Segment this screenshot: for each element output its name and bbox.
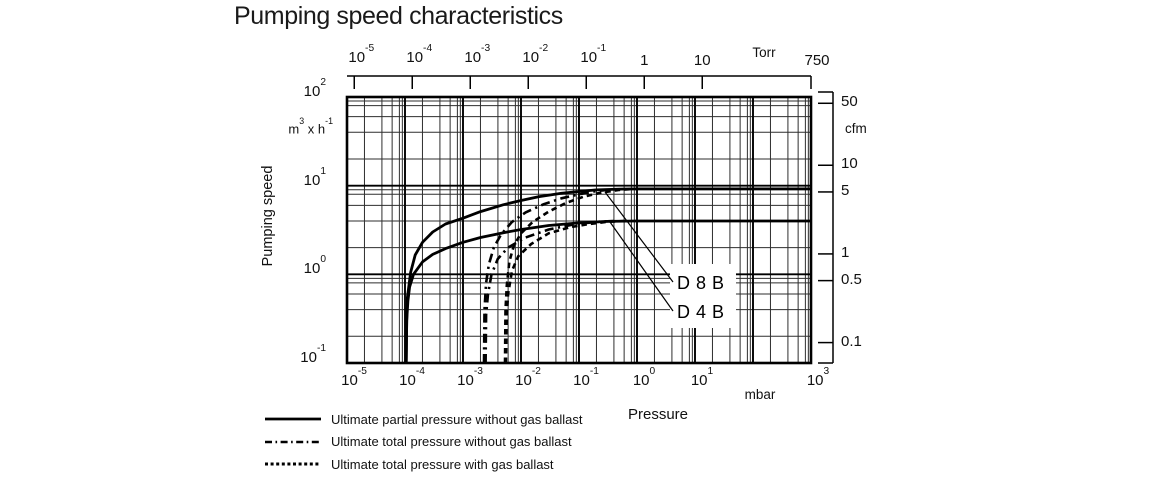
x-tick-label: 10-4 [399, 365, 425, 389]
legend-item-dashdot: Ultimate total pressure without gas ball… [264, 431, 582, 454]
curve-d8b-partial-no-ballast [404, 187, 811, 364]
d4b-label: D 4 B [677, 302, 725, 322]
chart-title: Pumping speed characteristics [234, 2, 563, 30]
torr-tick-label: 10-2 [522, 42, 549, 66]
cfm-tick-label: 50 [841, 93, 858, 111]
cfm-tick-label: 0.5 [841, 270, 862, 288]
x-tick-label: 10-1 [573, 365, 599, 389]
y-tick-label: 100 [303, 254, 326, 278]
plot-border [345, 95, 813, 365]
cfm-ruler [818, 91, 834, 364]
annotation-backdrop [670, 264, 736, 328]
x-axis-title: Pressure [628, 406, 689, 423]
torr-tick-label: 10-3 [464, 42, 491, 66]
x-tick-label: 101 [690, 365, 714, 389]
legend-item-solid: Ultimate partial pressure without gas ba… [264, 408, 582, 431]
torr-tick-label: 10 [693, 52, 711, 69]
x-tick-label: 10-5 [341, 365, 367, 389]
leader-line-d8b-label [604, 191, 674, 283]
x-tick-label: 10-3 [457, 365, 483, 389]
x-tick-label: 10-2 [515, 365, 541, 389]
torr-tick-label: 10-5 [348, 42, 375, 66]
dashed-line-icon [265, 462, 321, 466]
y-axis-title: Pumping speed [260, 165, 276, 267]
cfm-tick-label: 0.1 [841, 332, 862, 350]
legend-label: Ultimate total pressure with gas ballast [331, 456, 554, 472]
solid-line-icon [265, 417, 321, 421]
curve-d8b-total-with-ballast [503, 187, 632, 364]
curves [404, 187, 811, 364]
y-axis-unit: m3 x h-1 [288, 115, 333, 137]
curve-d4b-total-no-ballast [484, 219, 614, 364]
legend-label: Ultimate total pressure without gas ball… [331, 434, 572, 450]
torr-tick-label: 750 [804, 52, 830, 69]
curve-d4b-total-with-ballast [504, 219, 625, 364]
y-tick-label: 101 [303, 165, 326, 189]
legend-item-dashed: Ultimate total pressure with gas ballast [264, 453, 582, 476]
torr-tick-label: 1 [640, 52, 649, 69]
cfm-tick-label: 5 [841, 181, 850, 199]
d8b-label: D 8 B [677, 273, 725, 293]
cfm-tick-label: 1 [841, 243, 850, 261]
x-tick-label: 100 [632, 365, 656, 389]
y-axis-right-unit: cfm [845, 121, 867, 136]
x-axis-unit: mbar [744, 387, 776, 402]
torr-tick-label: 10-4 [406, 42, 433, 66]
cfm-tick-label: 10 [841, 155, 858, 173]
x-axis-top-unit: Torr [752, 45, 776, 60]
torr-ruler [347, 75, 812, 89]
leader-line-d4b-label [609, 221, 674, 312]
legend: Ultimate partial pressure without gas ba… [264, 408, 582, 476]
x-tick-label: 103 [806, 365, 830, 389]
legend-label: Ultimate partial pressure without gas ba… [331, 411, 583, 427]
dashdot-line-icon [265, 440, 321, 444]
y-tick-label: 102 [303, 76, 326, 100]
torr-tick-label: 10-1 [580, 42, 607, 66]
annotations: D 8 B D 4 B [604, 191, 736, 328]
curve-d8b-total-no-ballast [482, 188, 615, 364]
y-tick-label: 10-1 [300, 342, 326, 366]
